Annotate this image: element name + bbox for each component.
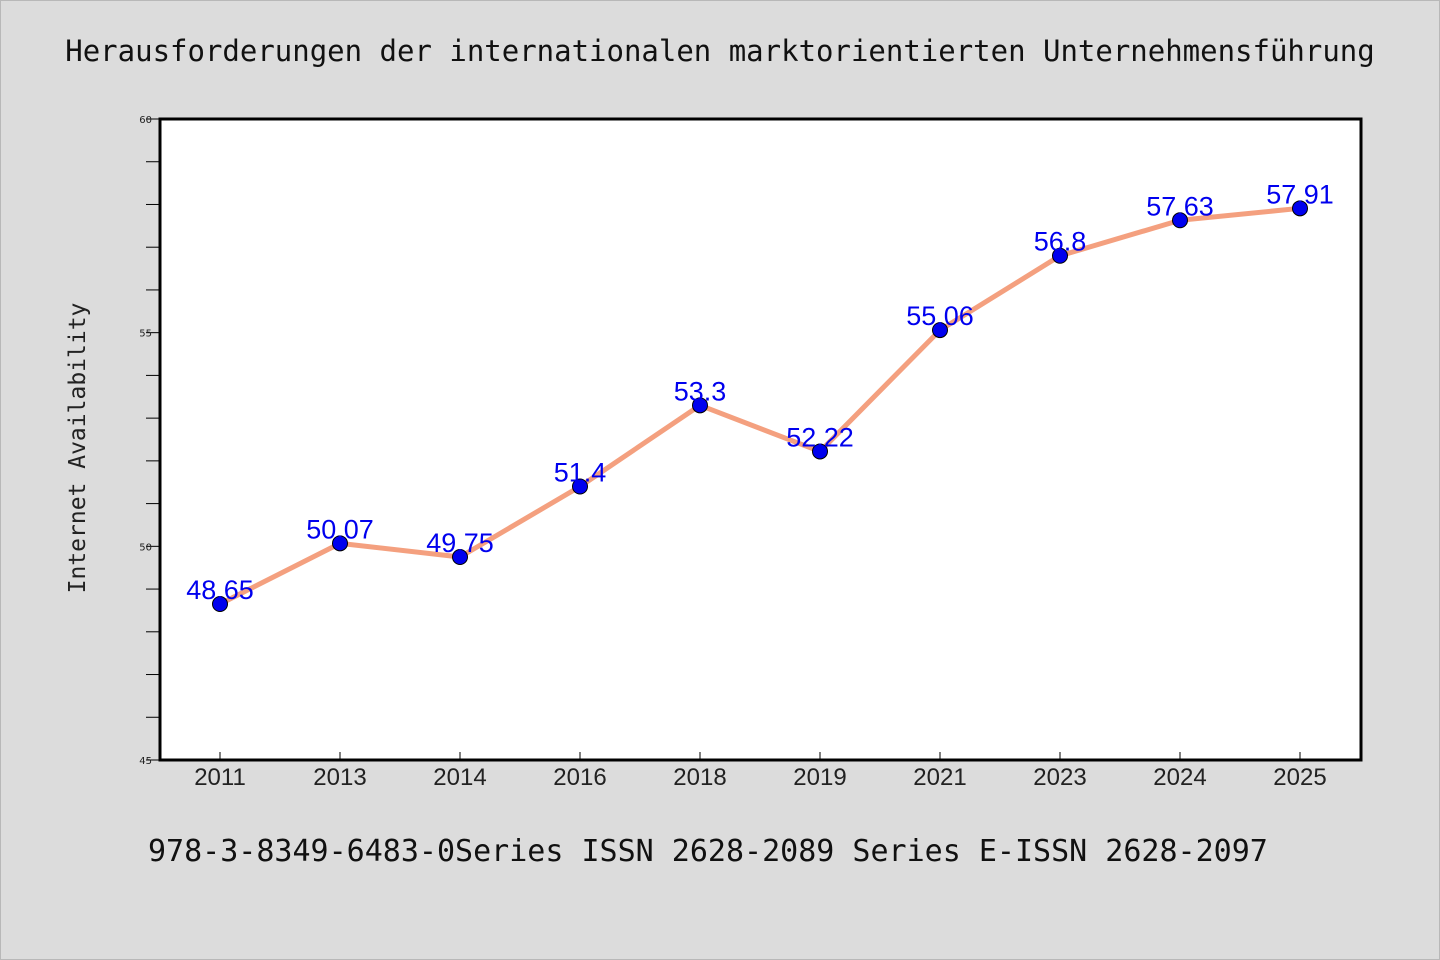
y-tick-label: 60 xyxy=(139,115,152,126)
data-point xyxy=(212,596,228,613)
data-label: 52.22 xyxy=(786,422,854,452)
data-label: 55.06 xyxy=(906,301,974,331)
footer-isbn-issn: 978-3-8349-6483-0Series ISSN 2628-2089 S… xyxy=(148,834,1268,869)
y-axis-ticks: 45 50 55 60 xyxy=(139,115,160,767)
x-tick-label: 2013 xyxy=(313,764,366,791)
data-point xyxy=(1292,200,1308,217)
data-point xyxy=(932,322,948,339)
data-label: 50.07 xyxy=(306,514,374,544)
x-tick-label: 2023 xyxy=(1033,764,1086,791)
x-tick-label: 2021 xyxy=(913,764,966,791)
data-point xyxy=(452,549,468,566)
x-tick-label: 2016 xyxy=(553,764,606,791)
data-point xyxy=(332,535,348,552)
data-point xyxy=(572,478,588,495)
y-tick-label: 45 xyxy=(139,756,152,767)
y-tick-label: 55 xyxy=(139,329,152,340)
x-tick-label: 2018 xyxy=(673,764,726,791)
series-line xyxy=(217,205,1303,607)
chart-title: Herausforderungen der internationalen ma… xyxy=(65,34,1375,68)
x-tick-label: 2019 xyxy=(793,764,846,791)
data-label: 57.91 xyxy=(1266,179,1334,209)
data-point xyxy=(1052,247,1068,264)
data-label: 51.4 xyxy=(554,458,607,488)
x-tick-label: 2014 xyxy=(433,764,486,791)
x-tick-label: 2011 xyxy=(194,764,246,791)
data-label: 53.3 xyxy=(674,376,727,406)
data-label: 48.65 xyxy=(186,575,254,605)
x-tick-label: 2024 xyxy=(1153,764,1206,791)
series-layer: 48.65 50.07 49.75 51.4 53.3 52.22 55.06 56.8 57.… xyxy=(186,179,1334,613)
data-point xyxy=(692,397,708,414)
data-point xyxy=(1172,212,1188,229)
y-tick-label: 50 xyxy=(139,542,152,553)
data-point xyxy=(812,443,828,460)
x-axis-ticks: 2011 2013 2014 2016 2018 2019 2021 2023 2024 2025 xyxy=(194,752,1327,791)
x-tick-label: 2025 xyxy=(1273,764,1326,791)
data-label: 57.63 xyxy=(1146,191,1214,221)
data-label: 56.8 xyxy=(1034,227,1087,257)
y-axis-label: Internet Availability xyxy=(65,303,91,594)
data-label: 49.75 xyxy=(426,528,494,558)
